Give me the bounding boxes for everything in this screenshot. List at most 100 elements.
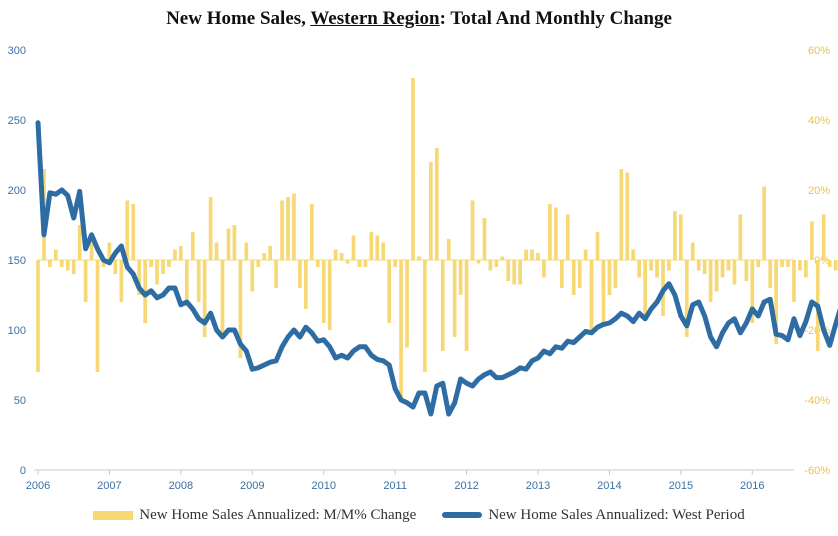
x-tick-label: 2014 bbox=[597, 480, 621, 492]
bar-mark bbox=[631, 249, 636, 260]
bar-mark bbox=[649, 260, 653, 271]
bar-mark bbox=[214, 242, 219, 260]
bar-mark bbox=[274, 260, 278, 288]
legend-label-line: New Home Sales Annualized: West Period bbox=[488, 506, 745, 523]
bar-mark bbox=[809, 221, 814, 260]
bar-mark bbox=[577, 260, 582, 288]
bar-mark bbox=[750, 260, 755, 323]
x-tick-label: 2007 bbox=[97, 480, 121, 492]
chart-title-region: Western Region bbox=[310, 8, 440, 29]
bar-mark bbox=[708, 260, 713, 302]
bar-mark bbox=[732, 260, 737, 285]
bar-mark bbox=[470, 200, 475, 260]
bar-mark bbox=[119, 260, 124, 302]
bar-mark bbox=[411, 78, 415, 260]
bar-mark bbox=[768, 260, 772, 288]
chart-title-part1: New Home Sales, bbox=[166, 8, 311, 29]
bar-mark bbox=[226, 228, 231, 260]
legend: New Home Sales Annualized: M/M% Change N… bbox=[0, 503, 838, 527]
bar-mark bbox=[77, 225, 82, 260]
bar-mark bbox=[59, 260, 64, 267]
bar-mark bbox=[494, 260, 499, 267]
bar-mark bbox=[738, 214, 743, 260]
bar-mark bbox=[696, 260, 701, 271]
bar-mark bbox=[559, 260, 564, 288]
bar-mark bbox=[179, 246, 183, 260]
left-tick-label: 250 bbox=[8, 115, 26, 127]
bar-mark bbox=[667, 260, 671, 271]
bar-mark bbox=[256, 260, 261, 267]
bar-mark bbox=[446, 239, 451, 260]
bar-mark bbox=[714, 260, 719, 292]
bar-mark bbox=[774, 260, 778, 344]
bar-mark bbox=[54, 249, 58, 260]
left-tick-label: 200 bbox=[8, 185, 26, 197]
bar-mark bbox=[238, 260, 243, 358]
bar-mark bbox=[488, 260, 493, 271]
bar-mark bbox=[595, 232, 600, 260]
bar-mark bbox=[589, 260, 594, 330]
bar-mark bbox=[452, 260, 457, 337]
bar-mark bbox=[637, 260, 642, 278]
bar-mark bbox=[327, 260, 332, 330]
bar-mark bbox=[149, 260, 153, 267]
x-tick-label: 2012 bbox=[454, 480, 478, 492]
bar-mark bbox=[690, 242, 695, 260]
bar-mark bbox=[399, 260, 403, 400]
x-tick-label: 2009 bbox=[240, 480, 264, 492]
bar-mark bbox=[726, 260, 731, 271]
legend-swatch-bars bbox=[93, 510, 134, 520]
chart-title: New Home Sales, Western Region: Total An… bbox=[0, 8, 838, 30]
bar-mark bbox=[643, 260, 647, 316]
bar-mark bbox=[262, 253, 267, 260]
bar-mark bbox=[571, 260, 576, 295]
bar-mark bbox=[250, 260, 255, 292]
bar-mark bbox=[565, 214, 570, 260]
bar-mark bbox=[780, 260, 784, 267]
right-tick-label: 40% bbox=[808, 115, 830, 127]
bar-mark bbox=[821, 214, 826, 260]
legend-swatch-line bbox=[442, 512, 483, 518]
bar-mark bbox=[804, 260, 808, 278]
left-axis-ticks: 0 50 100 150 200 250 300 bbox=[8, 45, 26, 477]
bar-mark bbox=[798, 260, 802, 271]
left-tick-label: 150 bbox=[8, 255, 26, 267]
bar-mark bbox=[113, 260, 118, 274]
legend-item-line: New Home Sales Annualized: West Period bbox=[442, 506, 745, 524]
x-tick-label: 2013 bbox=[526, 480, 550, 492]
bar-mark bbox=[333, 249, 338, 260]
bar-mark bbox=[381, 242, 386, 260]
bar-mark bbox=[280, 200, 284, 260]
bar-mark bbox=[506, 260, 511, 281]
bar-mark bbox=[423, 260, 427, 372]
bar-mark bbox=[518, 260, 522, 285]
bar-mark bbox=[482, 218, 487, 260]
bar-mark bbox=[268, 246, 272, 260]
bar-mark bbox=[613, 260, 618, 288]
bar-mark bbox=[417, 256, 421, 260]
bar-mark bbox=[500, 256, 505, 260]
x-tick-label: 2006 bbox=[26, 480, 50, 492]
bar-mark bbox=[184, 260, 189, 302]
bar-mark bbox=[434, 148, 439, 260]
bar-mark bbox=[244, 242, 249, 260]
right-tick-label: -40% bbox=[804, 395, 830, 407]
bar-mark bbox=[393, 260, 397, 267]
bar-mark bbox=[339, 253, 344, 260]
bar-mark bbox=[292, 193, 296, 260]
bar-mark bbox=[363, 260, 368, 267]
bar-mark bbox=[131, 204, 136, 260]
right-tick-label: -60% bbox=[804, 465, 830, 477]
bar-mark bbox=[173, 249, 177, 260]
x-tick-label: 2016 bbox=[740, 480, 764, 492]
right-tick-label: 60% bbox=[808, 45, 830, 57]
bar-mark bbox=[673, 211, 677, 260]
bar-mark bbox=[530, 249, 534, 260]
bar-mark bbox=[542, 260, 546, 278]
bar-mark bbox=[208, 197, 213, 260]
bar-mark bbox=[351, 235, 356, 260]
bar-mark bbox=[155, 260, 159, 285]
bar-mark bbox=[625, 172, 630, 260]
bar-mark bbox=[315, 260, 320, 267]
